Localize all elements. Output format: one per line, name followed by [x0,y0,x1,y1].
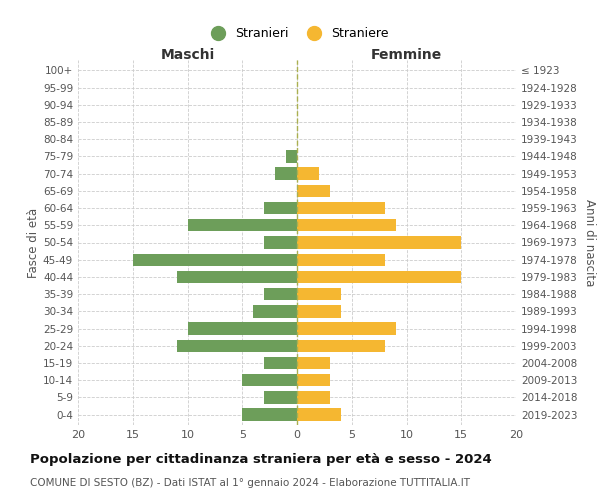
Bar [297,305,341,318]
Bar [242,408,297,421]
Bar [297,236,461,248]
Bar [297,202,385,214]
Bar [264,202,297,214]
Bar [297,270,461,283]
Y-axis label: Fasce di età: Fasce di età [27,208,40,278]
Bar [297,322,395,335]
Bar [264,288,297,300]
Bar [187,322,297,335]
Bar [297,168,319,180]
Bar [275,168,297,180]
Bar [264,357,297,369]
Bar [242,374,297,386]
Bar [286,150,297,162]
Bar [253,305,297,318]
Bar [297,392,330,404]
Bar [264,392,297,404]
Text: COMUNE DI SESTO (BZ) - Dati ISTAT al 1° gennaio 2024 - Elaborazione TUTTITALIA.I: COMUNE DI SESTO (BZ) - Dati ISTAT al 1° … [30,478,470,488]
Bar [297,340,385,352]
Bar [297,254,385,266]
Bar [187,219,297,232]
Text: Popolazione per cittadinanza straniera per età e sesso - 2024: Popolazione per cittadinanza straniera p… [30,452,492,466]
Bar [176,270,297,283]
Legend: Stranieri, Straniere: Stranieri, Straniere [200,22,394,46]
Bar [297,288,341,300]
Bar [264,236,297,248]
Bar [297,219,395,232]
Text: Maschi: Maschi [160,48,215,62]
Bar [297,184,330,197]
Bar [297,374,330,386]
Bar [176,340,297,352]
Bar [297,408,341,421]
Bar [133,254,297,266]
Bar [297,357,330,369]
Text: Femmine: Femmine [371,48,442,62]
Y-axis label: Anni di nascita: Anni di nascita [583,199,596,286]
